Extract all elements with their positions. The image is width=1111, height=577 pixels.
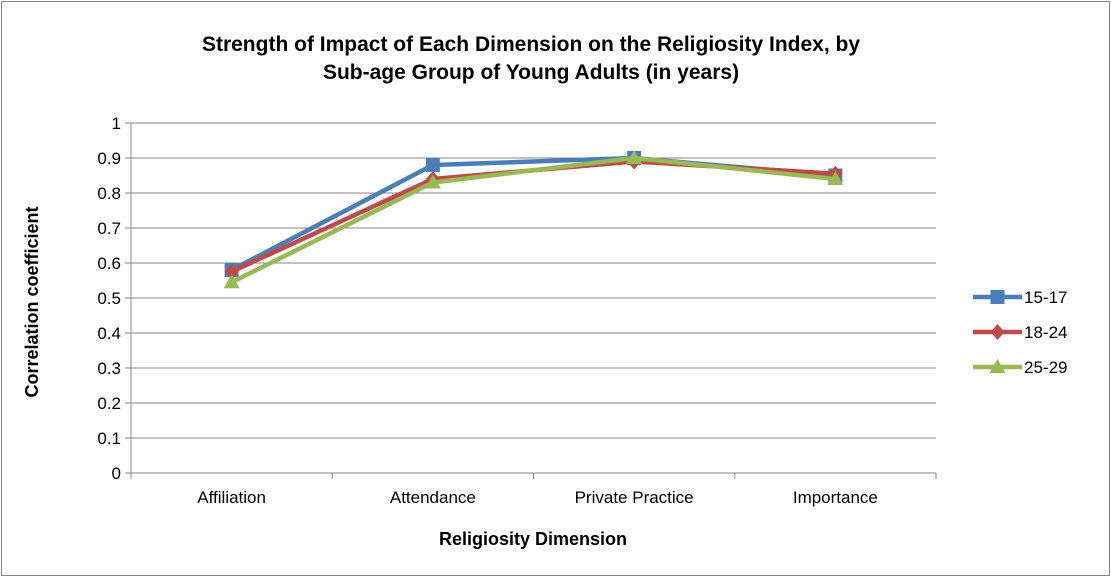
- x-tick-labels: Affiliation Attendance Private Practice Imp…: [197, 488, 878, 507]
- legend-item-15-17: 15-17: [973, 288, 1067, 307]
- data-point-18-24-affiliation: [224, 263, 239, 280]
- x-tick-label: Attendance: [390, 488, 476, 507]
- legend: 15-17 18-24 25-29: [973, 288, 1067, 377]
- data-point-25-29-affiliation: [223, 274, 240, 289]
- legend-item-18-24: 18-24: [973, 323, 1067, 342]
- y-tick-label: 0.1: [97, 429, 121, 448]
- legend-label: 18-24: [1024, 323, 1067, 342]
- axes: [130, 123, 937, 479]
- y-tick-label: 0.9: [97, 149, 121, 168]
- y-tick-label: 0.6: [97, 254, 121, 273]
- x-axis-label: Religiosity Dimension: [439, 529, 627, 549]
- data-point-25-29-private-practice: [626, 150, 643, 164]
- legend-marker-15-17: [990, 290, 1005, 304]
- y-axis-label: Correlation coefficient: [22, 206, 42, 397]
- chart-title-line-1: Strength of Impact of Each Dimension on …: [202, 33, 860, 56]
- data-point-15-17-attendance: [425, 158, 440, 172]
- y-tick-label: 0.3: [97, 359, 121, 378]
- y-tick-label: 0.7: [97, 219, 121, 238]
- data-point-25-29-importance: [827, 171, 844, 185]
- x-tick-label: Affiliation: [197, 488, 266, 507]
- y-tick-label: 0.5: [97, 289, 121, 308]
- x-tick-label: Private Practice: [575, 488, 694, 507]
- legend-item-25-29: 25-29: [973, 358, 1067, 377]
- data-point-25-29-attendance: [424, 174, 441, 189]
- legend-marker-25-29: [989, 359, 1006, 373]
- series-line-25-29: [230, 155, 836, 285]
- series-25-29: [223, 150, 844, 289]
- y-tick-label: 0: [112, 464, 121, 483]
- y-tick-labels: 0 0.1 0.2 0.3 0.4 0.5 0.6 0.7 0.8 0.9 1: [97, 114, 121, 483]
- legend-label: 25-29: [1024, 358, 1067, 377]
- x-tick-label: Importance: [793, 488, 878, 507]
- gridlines: [125, 122, 936, 474]
- series-lines: [223, 150, 844, 289]
- y-tick-label: 0.2: [97, 394, 121, 413]
- legend-marker-18-24: [990, 324, 1005, 340]
- chart-title-line-2: Sub-age Group of Young Adults (in years): [323, 61, 739, 84]
- legend-label: 15-17: [1024, 288, 1067, 307]
- y-tick-label: 1: [112, 114, 121, 133]
- y-tick-label: 0.8: [97, 184, 121, 203]
- y-tick-label: 0.4: [97, 324, 121, 343]
